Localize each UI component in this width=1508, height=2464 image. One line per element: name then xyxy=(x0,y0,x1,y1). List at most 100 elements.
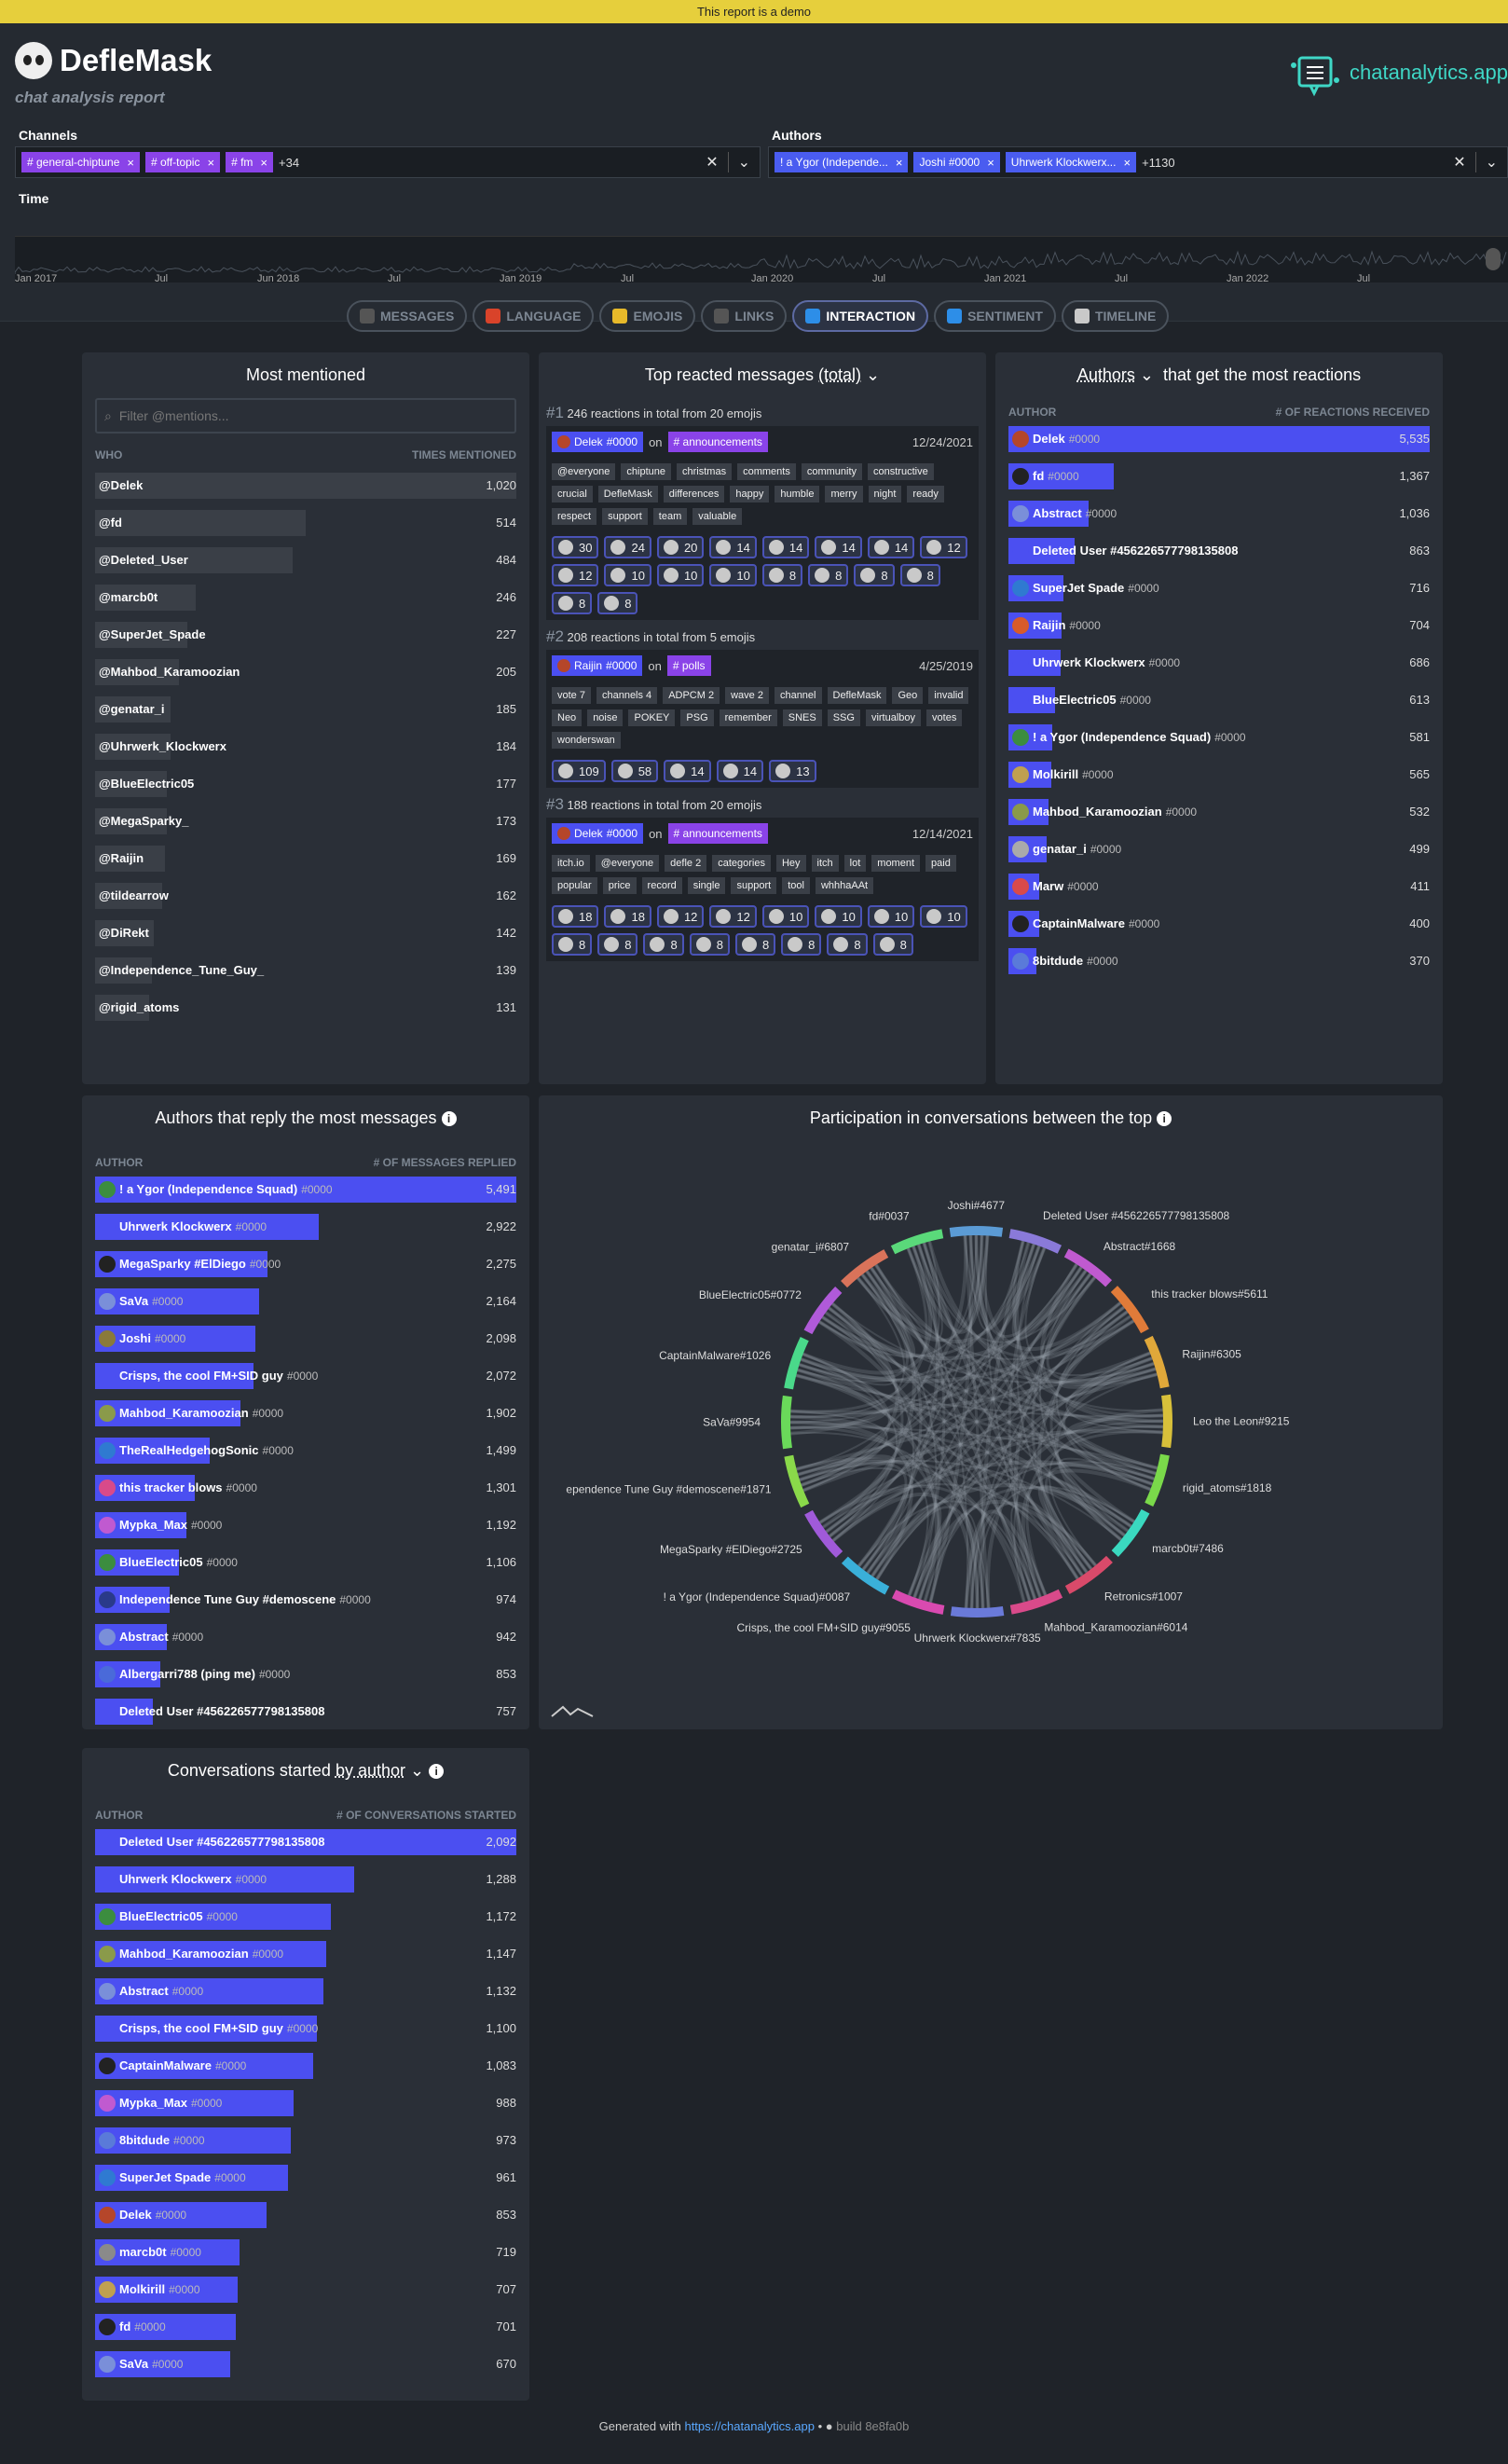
list-item[interactable]: @fd 514 xyxy=(95,504,516,542)
list-item[interactable]: ! a Ygor (Independence Squad) #0000 581 xyxy=(1008,719,1430,756)
author-chip[interactable]: Raijin #0000 xyxy=(552,655,643,676)
tab-links[interactable]: LINKS xyxy=(701,300,788,332)
info-icon[interactable]: i xyxy=(1157,1111,1172,1127)
list-item[interactable]: marcb0t #0000 719 xyxy=(95,2234,516,2271)
list-item[interactable]: @genatar_i 185 xyxy=(95,691,516,728)
list-item[interactable]: Abstract #0000 942 xyxy=(95,1618,516,1656)
list-item[interactable]: Molkirill #0000 707 xyxy=(95,2271,516,2308)
list-item[interactable]: Crisps, the cool FM+SID guy #0000 2,072 xyxy=(95,1357,516,1395)
channel-chip[interactable]: # polls xyxy=(666,655,711,676)
tab-language[interactable]: LANGUAGE xyxy=(473,300,595,332)
list-item[interactable]: BlueElectric05 #0000 613 xyxy=(1008,681,1430,719)
list-item[interactable]: Uhrwerk Klockwerx #0000 1,288 xyxy=(95,1861,516,1898)
list-item[interactable]: Delek #0000 5,535 xyxy=(1008,420,1430,458)
chevron-down-icon[interactable]: ⌄ xyxy=(866,365,881,384)
chevron-down-icon[interactable]: ⌄ xyxy=(1139,365,1154,384)
list-item[interactable]: Uhrwerk Klockwerx #0000 2,922 xyxy=(95,1208,516,1246)
author-chip[interactable]: Joshi #0000 × xyxy=(913,152,1000,172)
list-item[interactable]: CaptainMalware #0000 1,083 xyxy=(95,2047,516,2085)
list-item[interactable]: @Mahbod_Karamoozian 205 xyxy=(95,654,516,691)
message-card[interactable]: Delek #0000 on # announcements 12/14/2021 itc… xyxy=(546,818,979,961)
list-item[interactable]: 8bitdude #0000 370 xyxy=(1008,943,1430,980)
channel-chip[interactable]: # announcements xyxy=(667,432,768,452)
list-item[interactable]: MegaSparky #ElDiego #0000 2,275 xyxy=(95,1246,516,1283)
list-item[interactable]: @Independence_Tune_Guy_ 139 xyxy=(95,952,516,989)
list-item[interactable]: Crisps, the cool FM+SID guy #0000 1,100 xyxy=(95,2010,516,2047)
info-icon[interactable]: i xyxy=(429,1764,445,1780)
tab-interaction[interactable]: INTERACTION xyxy=(792,300,929,332)
author-chip[interactable]: ! a Ygor (Independe... × xyxy=(775,152,909,172)
chevron-down-icon[interactable]: ⌄ xyxy=(737,155,750,171)
list-item[interactable]: Abstract #0000 1,132 xyxy=(95,1973,516,2010)
channel-chip[interactable]: # fm × xyxy=(226,152,274,172)
list-item[interactable]: Mahbod_Karamoozian #0000 532 xyxy=(1008,793,1430,831)
list-item[interactable]: Marw #0000 411 xyxy=(1008,868,1430,905)
list-item[interactable]: SaVa #0000 670 xyxy=(95,2346,516,2383)
list-item[interactable]: @Deleted_User 484 xyxy=(95,542,516,579)
chevron-down-icon[interactable]: ⌄ xyxy=(1485,155,1498,171)
list-item[interactable]: Mahbod_Karamoozian #0000 1,902 xyxy=(95,1395,516,1432)
list-item[interactable]: fd #0000 1,367 xyxy=(1008,458,1430,495)
by-author-selector[interactable]: by author xyxy=(335,1761,406,1780)
author-chip[interactable]: Uhrwerk Klockwerx... × xyxy=(1005,152,1137,172)
list-item[interactable]: @marcb0t 246 xyxy=(95,579,516,616)
list-item[interactable]: @Delek 1,020 xyxy=(95,467,516,504)
list-item[interactable]: Mypka_Max #0000 1,192 xyxy=(95,1507,516,1544)
list-item[interactable]: Delek #0000 853 xyxy=(95,2196,516,2234)
list-item[interactable]: @DiRekt 142 xyxy=(95,915,516,952)
list-item[interactable]: Albergarri788 (ping me) #0000 853 xyxy=(95,1656,516,1693)
author-chip[interactable]: Delek #0000 xyxy=(552,432,644,452)
brand-link[interactable]: chatanalytics.app xyxy=(1286,47,1508,99)
mention-filter-input[interactable]: ⌕ Filter @mentions... xyxy=(95,398,516,434)
list-item[interactable]: this tracker blows #0000 1,301 xyxy=(95,1469,516,1507)
list-item[interactable]: SuperJet Spade #0000 961 xyxy=(95,2159,516,2196)
footer-link[interactable]: https://chatanalytics.app xyxy=(684,2419,815,2433)
list-item[interactable]: ! a Ygor (Independence Squad) #0000 5,491 xyxy=(95,1171,516,1208)
list-item[interactable]: fd #0000 701 xyxy=(95,2308,516,2346)
list-item[interactable]: Molkirill #0000 565 xyxy=(1008,756,1430,793)
list-item[interactable]: Abstract #0000 1,036 xyxy=(1008,495,1430,532)
list-item[interactable]: CaptainMalware #0000 400 xyxy=(1008,905,1430,943)
chord-diagram[interactable]: Joshi#4677 Deleted User #4562265777981358… xyxy=(539,1142,1443,1720)
channel-chip[interactable]: # announcements xyxy=(667,823,768,844)
chevron-down-icon[interactable]: ⌄ xyxy=(410,1761,425,1780)
tab-timeline[interactable]: TIMELINE xyxy=(1061,300,1170,332)
list-item[interactable]: @SuperJet_Spade 227 xyxy=(95,616,516,654)
list-item[interactable]: @BlueElectric05 177 xyxy=(95,765,516,803)
list-item[interactable]: @Raijin 169 xyxy=(95,840,516,877)
tab-messages[interactable]: MESSAGES xyxy=(347,300,468,332)
list-item[interactable]: @rigid_atoms 131 xyxy=(95,989,516,1026)
list-item[interactable]: BlueElectric05 #0000 1,172 xyxy=(95,1898,516,1935)
author-chip[interactable]: Delek #0000 xyxy=(552,823,644,844)
channels-select[interactable]: # general-chiptune × # off-topic × # fm × +… xyxy=(15,146,761,178)
authors-select[interactable]: ! a Ygor (Independe... × Joshi #0000 × Uhr… xyxy=(768,146,1508,178)
message-card[interactable]: Raijin #0000 on # polls 4/25/2019 vote 7 chann… xyxy=(546,650,979,788)
channel-chip[interactable]: # general-chiptune × xyxy=(21,152,140,172)
list-item[interactable]: SuperJet Spade #0000 716 xyxy=(1008,570,1430,607)
list-item[interactable]: genatar_i #0000 499 xyxy=(1008,831,1430,868)
clear-icon[interactable]: ✕ xyxy=(706,155,719,171)
list-item[interactable]: Uhrwerk Klockwerx #0000 686 xyxy=(1008,644,1430,681)
clear-icon[interactable]: ✕ xyxy=(1453,155,1466,171)
time-range-slider[interactable]: Jan 2017 Jul Jun 2018 Jul Jan 2019 Jul Jan 202… xyxy=(15,236,1508,283)
list-item[interactable]: @Uhrwerk_Klockwerx 184 xyxy=(95,728,516,765)
info-icon[interactable]: i xyxy=(441,1111,457,1127)
list-item[interactable]: @MegaSparky_ 173 xyxy=(95,803,516,840)
list-item[interactable]: Mahbod_Karamoozian #0000 1,147 xyxy=(95,1935,516,1973)
list-item[interactable]: Independence Tune Guy #demoscene #0000 974 xyxy=(95,1581,516,1618)
channel-chip[interactable]: # off-topic × xyxy=(145,152,221,172)
list-item[interactable]: Deleted User #456226577798135808 863 xyxy=(1008,532,1430,570)
list-item[interactable]: Joshi #0000 2,098 xyxy=(95,1320,516,1357)
list-item[interactable]: Mypka_Max #0000 988 xyxy=(95,2085,516,2122)
tab-sentiment[interactable]: SENTIMENT xyxy=(934,300,1056,332)
list-item[interactable]: BlueElectric05 #0000 1,106 xyxy=(95,1544,516,1581)
tab-emojis[interactable]: EMOJIS xyxy=(599,300,696,332)
github-icon[interactable]: ● xyxy=(825,2419,833,2433)
list-item[interactable]: Deleted User #456226577798135808 2,092 xyxy=(95,1824,516,1861)
list-item[interactable]: 8bitdude #0000 973 xyxy=(95,2122,516,2159)
message-card[interactable]: Delek #0000 on # announcements 12/24/2021 @ev… xyxy=(546,426,979,620)
list-item[interactable]: TheRealHedgehogSonic #0000 1,499 xyxy=(95,1432,516,1469)
total-selector[interactable]: (total) xyxy=(818,365,862,384)
list-item[interactable]: @tildearrow 162 xyxy=(95,877,516,915)
authors-selector[interactable]: Authors xyxy=(1076,365,1135,384)
